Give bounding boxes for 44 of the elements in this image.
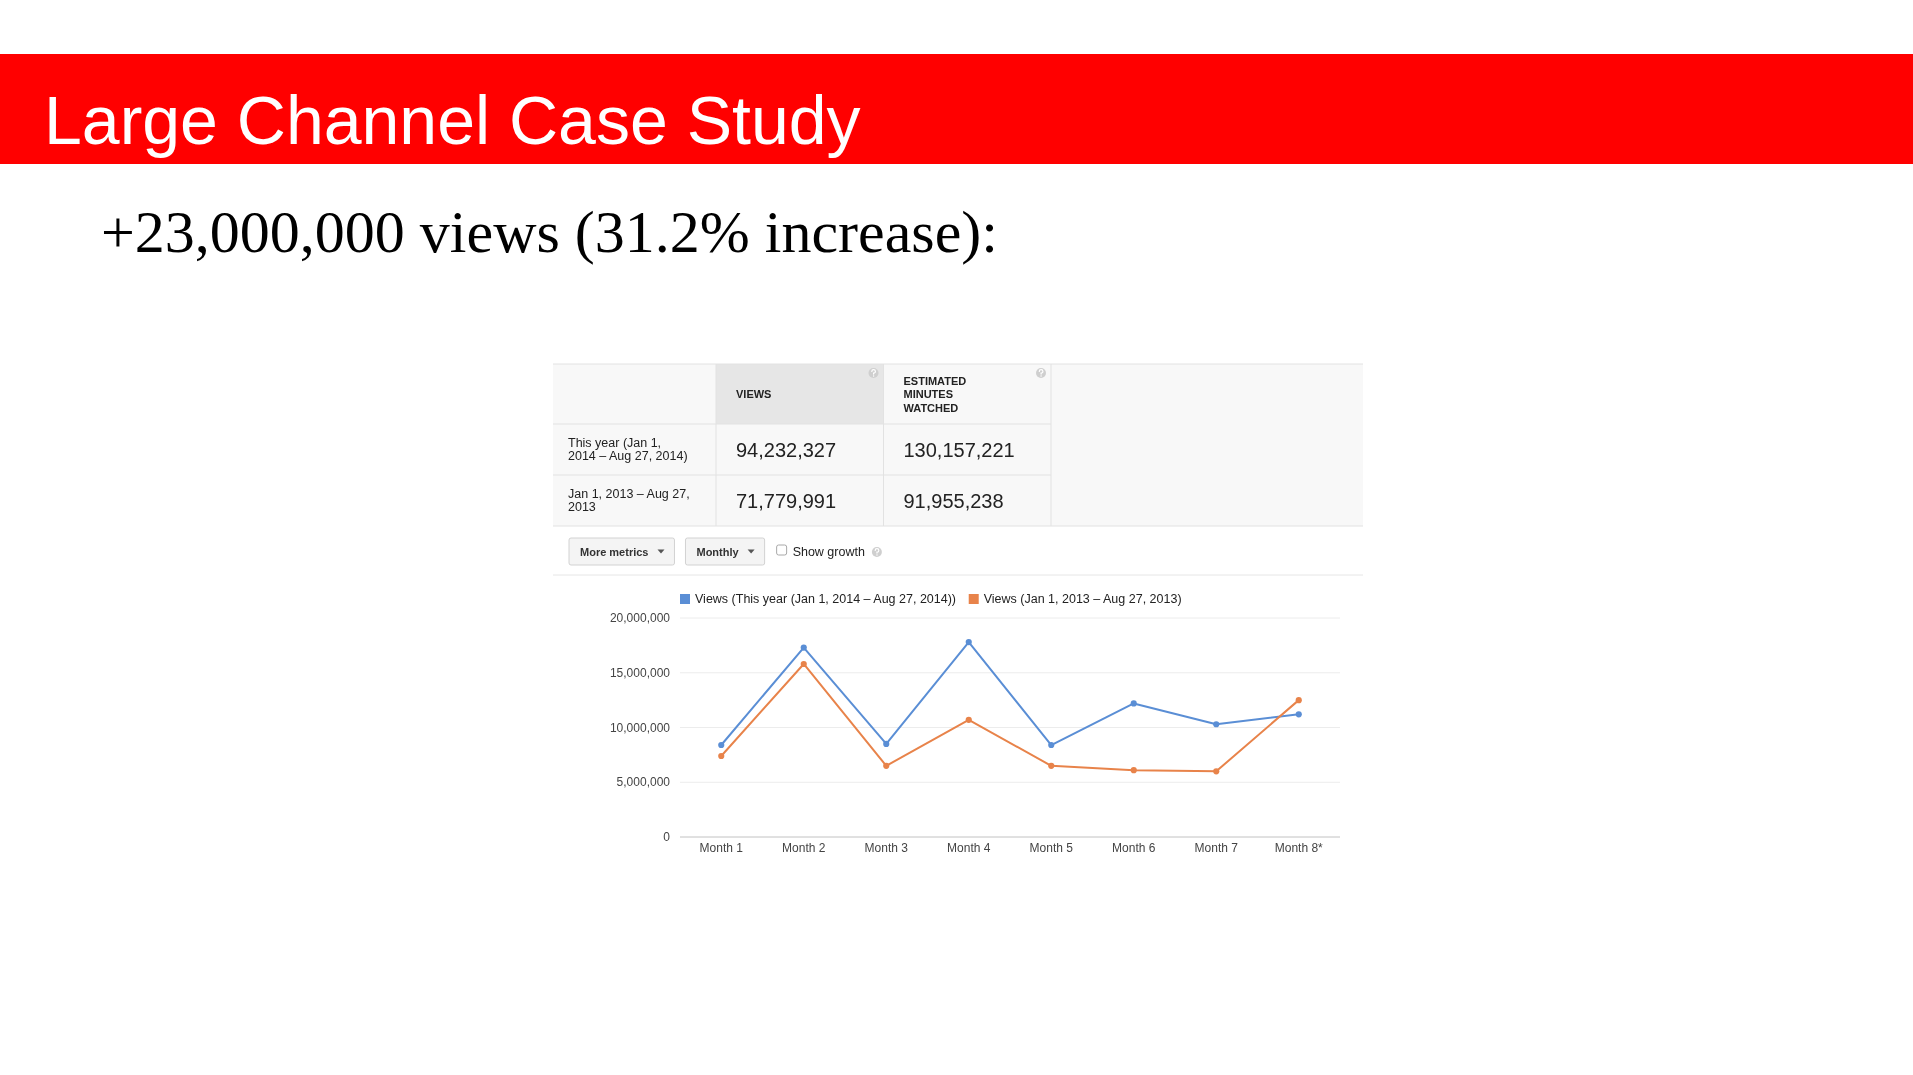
- x-tick-label: Month 7: [1194, 841, 1239, 855]
- point: [1130, 700, 1137, 707]
- y-tick-label: 15,000,000: [609, 665, 671, 680]
- legend-label: Views (This year (Jan 1, 2014 – Aug 27, 2014)): [695, 592, 957, 606]
- x-tick-label: Month 1: [699, 841, 744, 855]
- point: [1213, 721, 1220, 728]
- y-tick-label: 20,000,000: [609, 611, 671, 625]
- point: [1130, 767, 1137, 774]
- x-tick-label: Month 4: [947, 841, 991, 855]
- point: [1048, 762, 1055, 769]
- point: [883, 740, 890, 748]
- category-label: Jan 1, 2013 – Aug 27, 2013: [568, 487, 690, 514]
- x-tick-label: Month 2: [782, 841, 826, 855]
- x-tick-label: Month 5: [1029, 841, 1074, 855]
- text: 71,779,991: [736, 489, 837, 512]
- point: [718, 752, 725, 760]
- text: 91,955,238: [903, 489, 1004, 512]
- point: [883, 762, 890, 769]
- text: 94,232,327: [736, 438, 837, 461]
- dropdown-button: More metrics: [568, 537, 675, 566]
- text: Show growth: [792, 544, 865, 559]
- point: [718, 741, 725, 749]
- point: [1295, 697, 1302, 704]
- text: Large Channel Case Study: [44, 82, 861, 158]
- dropdown-button: Monthly: [684, 537, 766, 566]
- point: [1048, 741, 1055, 749]
- category-label: VIEWS: [736, 388, 772, 400]
- x-tick-label: Month 3: [864, 841, 909, 855]
- point: [965, 639, 972, 646]
- point: [800, 660, 807, 668]
- point: [965, 716, 972, 723]
- point: [800, 644, 807, 651]
- x-tick-label: Month 8*: [1274, 841, 1324, 855]
- y-tick-label: 5,000,000: [616, 775, 671, 790]
- text: +23,000,000 views (31.2% increase):: [101, 199, 998, 265]
- point: [1213, 768, 1220, 775]
- category-label: This year (Jan 1, 2014 – Aug 27, 2014): [568, 436, 688, 463]
- x-tick-label: Month 6: [1112, 841, 1156, 855]
- y-tick-label: 10,000,000: [609, 720, 671, 735]
- text: 130,157,221: [903, 438, 1015, 461]
- point: [1295, 711, 1302, 718]
- y-tick-label: 0: [663, 830, 671, 844]
- legend-label: Views (Jan 1, 2013 – Aug 27, 2013): [983, 592, 1182, 606]
- category-label: ESTIMATED MINUTES WATCHED: [903, 374, 967, 414]
